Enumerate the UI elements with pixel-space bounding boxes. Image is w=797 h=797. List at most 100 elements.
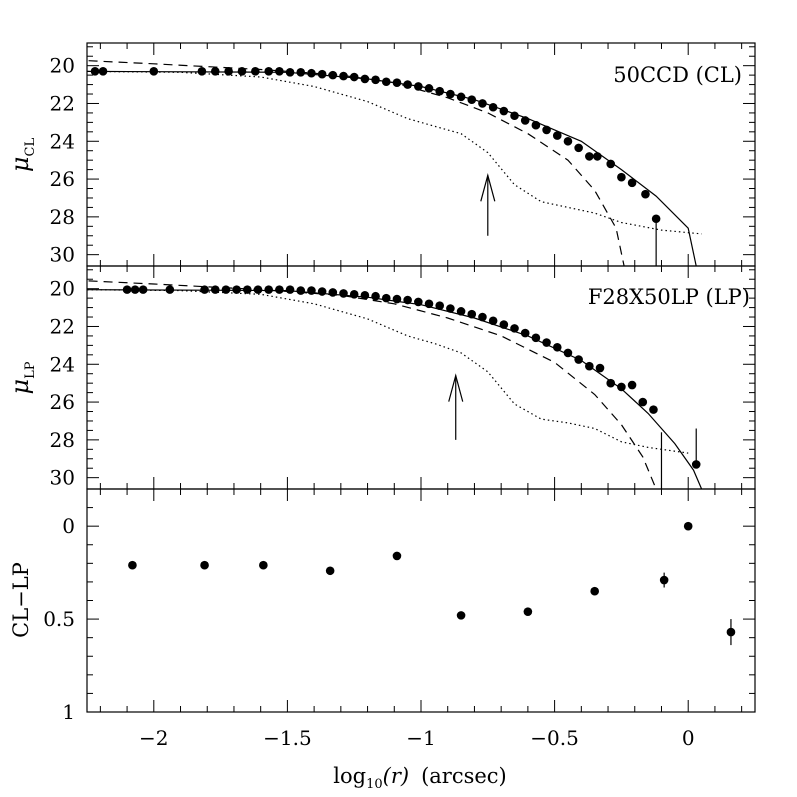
y-tick-label: 24 xyxy=(50,129,75,153)
data-point xyxy=(90,67,100,76)
data-point xyxy=(590,586,599,596)
top-panel-label: 50CCD (CL) xyxy=(613,63,742,87)
y-tick-label: 22 xyxy=(50,91,75,115)
data-point xyxy=(435,301,445,310)
panel-middle-lp: 20 22 24 26 28 30 xyxy=(50,265,756,490)
data-point xyxy=(542,338,551,347)
data-point xyxy=(381,77,391,87)
data-point xyxy=(606,378,616,388)
data-point xyxy=(403,295,412,305)
data-point xyxy=(467,309,477,319)
data-point xyxy=(392,294,402,304)
middle-panel-label: F28X50LP (LP) xyxy=(588,285,750,309)
data-point xyxy=(328,288,338,297)
data-point xyxy=(456,92,466,102)
data-point xyxy=(563,348,573,358)
data-point xyxy=(641,189,650,199)
data-point xyxy=(360,290,370,300)
data-point xyxy=(149,67,159,76)
data-point xyxy=(197,67,207,76)
arrow-head xyxy=(448,373,464,402)
data-point xyxy=(488,316,498,326)
data-point xyxy=(659,575,669,585)
data-point xyxy=(726,627,736,637)
model-dashed-line xyxy=(87,60,625,266)
data-point xyxy=(165,285,175,294)
x-tick-label: −0.5 xyxy=(530,726,579,750)
model-solid-line xyxy=(87,289,703,489)
data-point xyxy=(264,67,273,76)
data-point xyxy=(317,287,327,296)
data-point xyxy=(552,342,562,352)
data-point xyxy=(130,285,140,294)
data-point xyxy=(414,297,423,307)
y-tick-label: 24 xyxy=(50,352,75,376)
data-point xyxy=(296,67,306,77)
x-tick-label: −1 xyxy=(406,726,435,750)
data-point xyxy=(307,286,316,295)
data-point xyxy=(237,67,247,76)
data-point xyxy=(210,285,220,294)
y-tick-label: 26 xyxy=(50,167,75,191)
data-point xyxy=(595,363,605,373)
data-point xyxy=(542,125,551,135)
y-tick-label: 28 xyxy=(50,428,75,452)
data-point xyxy=(627,380,637,390)
x-axis-label: log10(r) (arcsec) xyxy=(333,764,506,792)
model-dashed-line xyxy=(87,280,657,489)
model-solid-line xyxy=(87,70,697,266)
data-point xyxy=(488,102,498,112)
data-point xyxy=(510,111,519,121)
data-point xyxy=(259,560,268,570)
data-point xyxy=(264,285,273,294)
data-point xyxy=(510,324,519,333)
data-point xyxy=(446,304,455,313)
data-point xyxy=(243,285,252,294)
data-point xyxy=(339,289,348,298)
data-point xyxy=(617,382,626,392)
data-point xyxy=(285,285,295,294)
data-point xyxy=(456,307,466,316)
x-tick-label: −2 xyxy=(139,726,168,750)
y-tick-label: 20 xyxy=(50,54,75,78)
data-point xyxy=(523,607,533,616)
arrow-head xyxy=(480,172,496,202)
panel-top-cl: 20 22 24 26 28 30 xyxy=(50,42,756,267)
data-point xyxy=(360,74,370,84)
data-point xyxy=(307,68,316,78)
data-point xyxy=(403,80,412,89)
data-point xyxy=(122,285,132,294)
y-tick-label: 30 xyxy=(50,466,75,490)
panel-frame xyxy=(86,488,756,713)
data-point xyxy=(574,355,583,364)
data-point xyxy=(563,136,573,146)
y-tick-label: 0.5 xyxy=(43,607,75,631)
y-tick-label: 22 xyxy=(50,314,75,338)
data-point xyxy=(574,143,583,153)
data-point xyxy=(251,67,260,76)
data-point xyxy=(435,86,445,96)
data-point xyxy=(593,152,602,161)
data-point xyxy=(424,84,434,93)
data-point xyxy=(651,214,661,224)
bottom-ylabel: CL−LP xyxy=(9,562,33,638)
data-point xyxy=(317,69,327,79)
data-point xyxy=(531,333,541,343)
data-point xyxy=(456,611,466,620)
data-point xyxy=(224,67,233,76)
y-tick-label: 30 xyxy=(50,243,75,267)
data-point xyxy=(691,460,701,469)
data-point xyxy=(531,120,541,130)
data-point xyxy=(200,285,209,294)
data-point xyxy=(478,312,487,322)
data-point xyxy=(210,67,220,76)
data-point xyxy=(328,70,338,80)
data-point xyxy=(98,67,108,76)
y-tick-label: 26 xyxy=(50,390,75,414)
data-point xyxy=(499,106,509,116)
x-tick-label: 0 xyxy=(682,726,695,750)
middle-ylabel: μLP xyxy=(6,361,38,394)
data-point xyxy=(467,95,477,104)
data-point xyxy=(232,285,241,294)
y-tick-label: 28 xyxy=(50,205,75,229)
